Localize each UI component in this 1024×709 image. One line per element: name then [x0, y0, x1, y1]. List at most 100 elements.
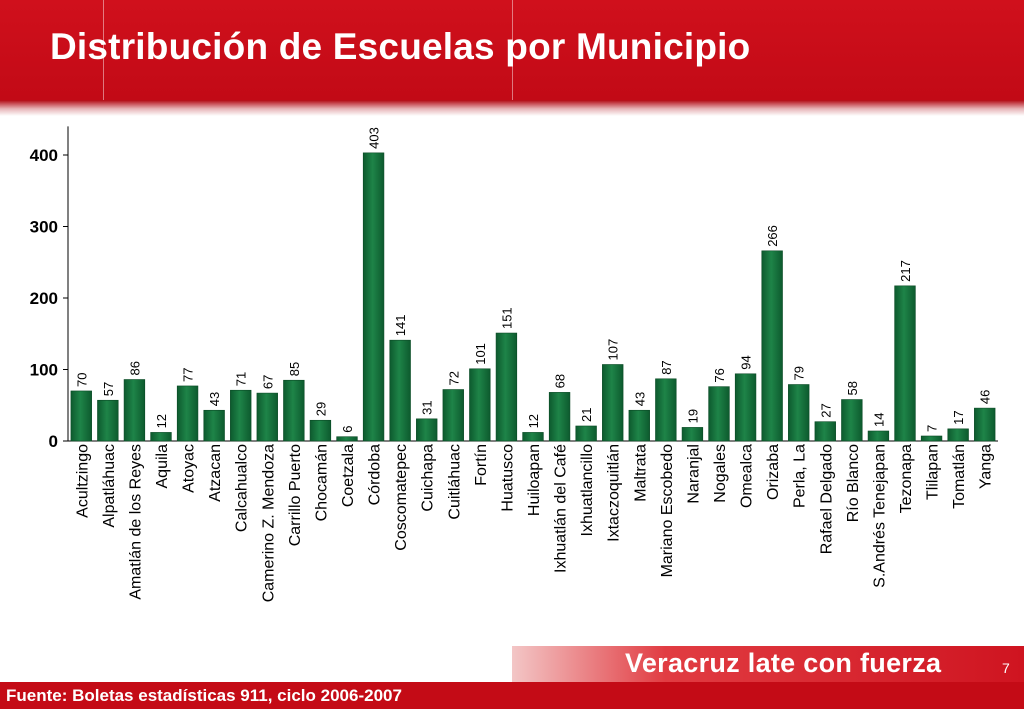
data-label: 87	[659, 360, 674, 374]
category-label: Alpatláhuac	[101, 444, 118, 528]
category-label: Calcahualco	[234, 444, 251, 532]
bar	[522, 432, 544, 442]
bar	[362, 152, 385, 442]
data-label: 31	[420, 400, 435, 414]
data-label: 29	[313, 402, 328, 416]
bar	[788, 384, 810, 442]
category-label: S.Andrés Tenejapan	[871, 444, 888, 588]
bar	[761, 250, 783, 442]
category-label: Camerino Z. Mendoza	[260, 444, 277, 602]
bar	[123, 379, 146, 442]
category-label: Tlilapan	[925, 444, 942, 500]
bar	[389, 339, 411, 442]
category-label: Perla, La	[792, 444, 809, 508]
bar	[230, 389, 252, 442]
category-label: Aquila	[154, 444, 171, 489]
data-label: 58	[845, 381, 860, 395]
header-gradient-strip	[0, 100, 1024, 116]
data-label: 7	[925, 425, 940, 432]
bar	[283, 379, 305, 442]
data-label: 86	[127, 361, 142, 375]
data-label: 70	[74, 372, 89, 386]
category-label: Naranjal	[685, 444, 702, 504]
y-tick-label: 400	[30, 146, 58, 165]
category-label: Atzacan	[207, 444, 224, 502]
data-label: 17	[951, 410, 966, 424]
category-label: Huatusco	[499, 444, 516, 512]
data-label: 76	[712, 368, 727, 382]
bar	[442, 389, 464, 442]
category-label: Carrillo Puerto	[287, 444, 304, 546]
data-label: 43	[632, 392, 647, 406]
category-label: Omealca	[739, 444, 756, 508]
category-label: Coetzala	[340, 444, 357, 507]
category-label: Cuitláhuac	[446, 444, 463, 520]
bar	[150, 432, 172, 442]
bar	[309, 419, 332, 442]
category-label: Mariano Escobedo	[659, 444, 676, 578]
bar	[416, 418, 438, 442]
y-tick-label: 200	[30, 289, 58, 308]
data-label: 85	[287, 362, 302, 376]
y-tick-label: 0	[49, 432, 58, 451]
bar	[203, 409, 225, 442]
bar-chart: 0 100 200 300 400 70 Acultzingo 57 Alpatláhuac 86…	[30, 126, 998, 602]
data-label: 12	[154, 414, 169, 428]
data-label: 101	[473, 343, 488, 365]
data-label: 403	[367, 127, 382, 149]
category-label: Huiloapan	[526, 444, 543, 516]
data-label: 217	[898, 260, 913, 282]
data-label: 94	[739, 355, 754, 369]
category-label: Maltrata	[632, 444, 649, 502]
category-label: Córdoba	[367, 444, 384, 505]
bar	[176, 385, 199, 442]
data-label: 141	[393, 314, 408, 336]
bar	[469, 368, 491, 442]
category-label: Yanga	[978, 444, 995, 489]
header-divider-line	[512, 0, 513, 116]
category-label: Ixhuatlancillo	[579, 444, 596, 537]
bar	[602, 364, 624, 442]
data-label: 71	[234, 372, 249, 386]
page-number: 7	[1002, 660, 1010, 676]
data-label: 14	[871, 413, 886, 427]
bar	[947, 428, 969, 442]
bar	[681, 427, 704, 442]
page-title: Distribución de Escuelas por Municipio	[50, 26, 751, 67]
category-label: Rafael Delgado	[818, 444, 835, 554]
data-label: 79	[792, 366, 807, 380]
footer-bar	[512, 646, 1024, 682]
bar	[495, 332, 518, 442]
data-label: 43	[207, 392, 222, 406]
bar	[655, 378, 677, 442]
data-label: 57	[101, 382, 116, 396]
bar	[974, 407, 996, 442]
bar	[575, 425, 597, 442]
y-tick-label: 100	[30, 361, 58, 380]
data-label: 68	[553, 374, 568, 388]
category-label: Fortín	[473, 444, 490, 486]
category-label: Ixtaczoquitlán	[606, 444, 623, 542]
data-label: 266	[765, 225, 780, 247]
slogan-text: Veracruz late con fuerza	[625, 648, 942, 678]
category-label: Atoyac	[181, 444, 198, 493]
data-label: 6	[340, 425, 355, 432]
bar	[97, 399, 119, 442]
category-label: Orizaba	[765, 444, 782, 500]
bar	[548, 392, 571, 442]
header-divider-line	[103, 0, 104, 116]
data-label: 12	[526, 414, 541, 428]
category-label: Nogales	[712, 444, 729, 503]
data-label: 72	[446, 371, 461, 385]
data-label: 151	[499, 307, 514, 329]
bar	[708, 386, 730, 442]
source-note: Fuente: Boletas estadísticas 911, ciclo …	[0, 682, 1024, 709]
category-label: Amatlán de los Reyes	[127, 444, 144, 600]
bar	[867, 430, 890, 442]
data-label: 21	[579, 408, 594, 422]
data-label: 67	[260, 375, 275, 389]
data-label: 46	[978, 390, 993, 404]
category-label: Tezonapa	[898, 444, 915, 513]
y-tick-label: 300	[30, 218, 58, 237]
bar	[841, 399, 863, 442]
